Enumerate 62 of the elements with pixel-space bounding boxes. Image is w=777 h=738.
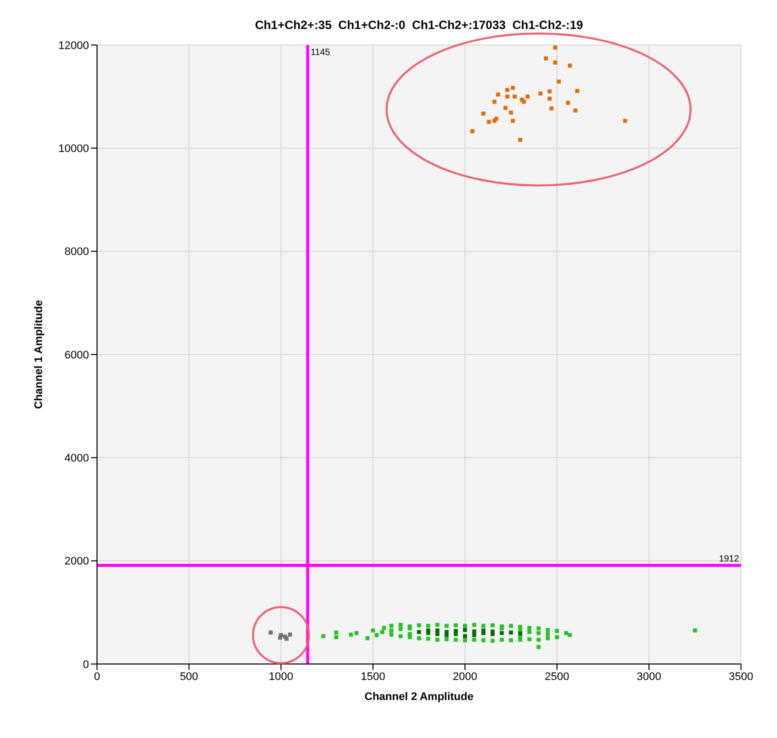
point: [573, 108, 578, 113]
point: [470, 129, 474, 134]
point: [472, 630, 476, 634]
point: [510, 86, 515, 90]
point: [568, 64, 572, 68]
ref-line-label: 1145: [310, 47, 330, 57]
x-tick-label: 1000: [268, 670, 294, 683]
x-tick-label: 500: [180, 670, 198, 683]
point: [556, 80, 561, 84]
point: [444, 633, 449, 638]
point: [486, 120, 491, 124]
point: [463, 628, 467, 632]
y-tick-label: 6000: [64, 349, 89, 362]
point: [500, 631, 504, 636]
point: [512, 94, 517, 99]
x-tick-label: 3000: [636, 670, 662, 683]
point: [553, 46, 558, 50]
y-tick-label: 4000: [64, 452, 89, 465]
x-tick-label: 0: [94, 670, 100, 683]
point: [538, 91, 542, 96]
x-tick-label: 3500: [728, 670, 754, 683]
point: [518, 632, 522, 636]
point: [509, 630, 513, 635]
point: [463, 634, 467, 638]
point: [435, 628, 440, 632]
ref-line-label: 1912: [718, 553, 739, 564]
point: [503, 106, 508, 110]
point: [518, 138, 522, 142]
point: [526, 94, 530, 99]
point: [505, 88, 510, 92]
x-axis-title: Channel 2 Amplitude: [364, 691, 474, 703]
point: [490, 630, 495, 634]
x-tick-label: 2000: [452, 670, 478, 683]
point: [454, 632, 458, 636]
x-tick-label: 2500: [544, 670, 570, 683]
y-tick-label: 2000: [64, 556, 89, 568]
y-axis-title: Channel 1 Amplitude: [32, 300, 45, 409]
chart-title: Ch1+Ch2+:35 Ch1+Ch2-:0 Ch1-Ch2+:17033 Ch1-Ch2-:19: [254, 18, 584, 32]
x-tick-label: 1500: [360, 670, 386, 683]
point: [417, 630, 421, 634]
point: [481, 112, 486, 116]
point: [566, 100, 570, 105]
point: [492, 100, 496, 104]
point: [549, 106, 554, 110]
point: [481, 628, 486, 632]
point: [509, 110, 513, 115]
point: [553, 60, 558, 65]
point: [575, 88, 580, 93]
y-tick-label: 0: [82, 658, 89, 671]
y-tick-label: 12000: [58, 40, 89, 52]
point: [623, 118, 628, 123]
point: [548, 89, 552, 94]
y-tick-label: 10000: [58, 143, 89, 156]
point: [268, 630, 273, 635]
point: [544, 56, 548, 60]
point: [548, 96, 552, 101]
y-tick-label: 8000: [64, 246, 89, 258]
point: [505, 94, 510, 99]
point: [510, 118, 515, 123]
point: [426, 628, 430, 632]
point: [496, 92, 500, 97]
point: [288, 632, 292, 637]
